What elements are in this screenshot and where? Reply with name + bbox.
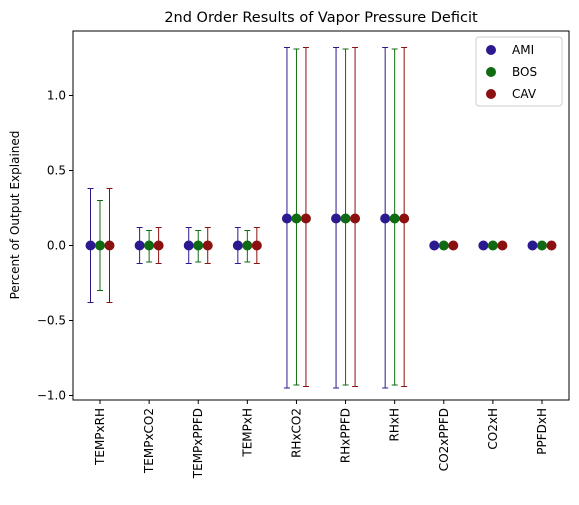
data-point: [390, 214, 400, 224]
x-tick-label: TEMPxRH: [93, 408, 107, 466]
x-tick-label: RHxPPFD: [339, 408, 353, 463]
chart-title: 2nd Order Results of Vapor Pressure Defi…: [164, 10, 478, 26]
legend: AMI BOS CAV: [476, 37, 562, 106]
data-point: [399, 214, 409, 224]
legend-label: BOS: [512, 65, 537, 79]
y-tick-label: −1.0: [37, 389, 66, 403]
y-tick-label: 0.0: [47, 239, 66, 253]
data-point: [86, 241, 96, 251]
x-tick-label: CO2xPPFD: [437, 408, 451, 471]
data-point: [144, 241, 154, 251]
data-point: [439, 241, 449, 251]
data-point: [282, 214, 292, 224]
y-tick-label: −0.5: [37, 314, 66, 328]
data-point: [242, 241, 252, 251]
legend-marker: [486, 89, 496, 99]
points-layer: [86, 214, 557, 251]
x-tick-label: PPFDxH: [535, 408, 549, 455]
x-tick-label: CO2xH: [486, 408, 500, 450]
x-tick-label: TEMPxCO2: [142, 408, 156, 474]
data-point: [350, 214, 360, 224]
legend-marker: [486, 45, 496, 55]
data-point: [546, 241, 556, 251]
data-point: [135, 241, 145, 251]
data-point: [331, 214, 341, 224]
data-point: [488, 241, 498, 251]
data-point: [154, 241, 164, 251]
y-tick-label: 0.5: [47, 164, 66, 178]
x-tick-label: RHxH: [388, 408, 402, 442]
data-point: [95, 241, 105, 251]
data-point: [448, 241, 458, 251]
legend-label: CAV: [512, 87, 537, 101]
y-tick-label: 1.0: [47, 89, 66, 103]
x-tick-label: RHxCO2: [289, 408, 303, 458]
x-tick-label: TEMPxH: [240, 408, 254, 458]
data-point: [429, 241, 439, 251]
data-point: [537, 241, 547, 251]
data-point: [105, 241, 115, 251]
x-tick-label: TEMPxPPFD: [191, 408, 205, 479]
data-point: [233, 241, 243, 251]
data-point: [184, 241, 194, 251]
data-point: [193, 241, 203, 251]
data-point: [380, 214, 390, 224]
data-point: [341, 214, 351, 224]
data-point: [478, 241, 488, 251]
legend-marker: [486, 67, 496, 77]
data-point: [527, 241, 537, 251]
data-point: [203, 241, 213, 251]
data-point: [252, 241, 262, 251]
legend-label: AMI: [512, 43, 534, 57]
data-point: [301, 214, 311, 224]
data-point: [291, 214, 301, 224]
data-point: [497, 241, 507, 251]
y-axis-label: Percent of Output Explained: [8, 131, 22, 300]
